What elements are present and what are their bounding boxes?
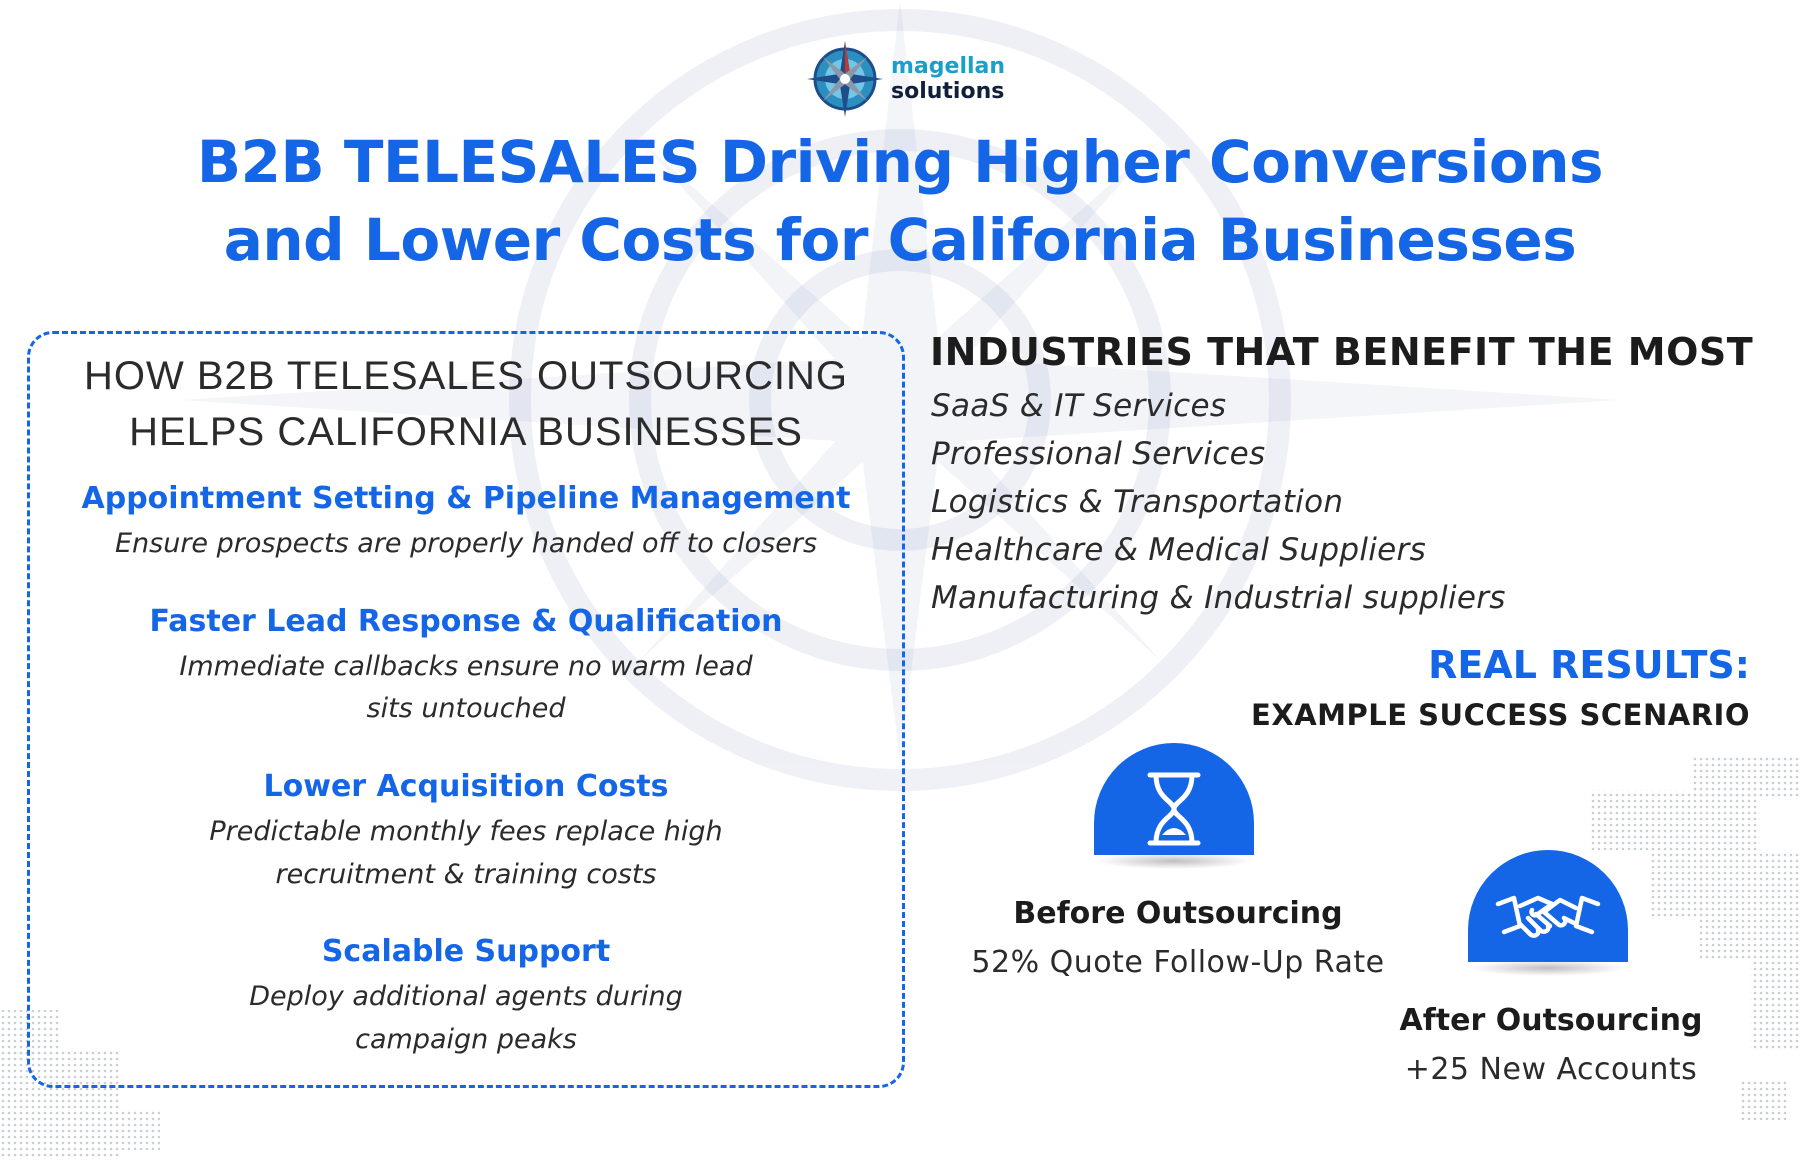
hourglass-icon [1147, 772, 1201, 846]
benefit-description: Immediate callbacks ensure no warm lead [179, 651, 753, 682]
industry-item: Manufacturing & Industrial suppliers [931, 580, 1506, 616]
magellan-solutions-logo: magellan solutions [805, 38, 1005, 120]
benefit-description: campaign peaks [355, 1024, 577, 1055]
benefits-title-line-2: HELPS CALIFORNIA BUSINESSES [129, 410, 803, 454]
after-label: After Outsourcing [1399, 1003, 1703, 1038]
results-subtitle: EXAMPLE SUCCESS SCENARIO [1251, 698, 1750, 732]
compass-rose-icon [807, 41, 883, 117]
industry-item: Logistics & Transportation [931, 484, 1344, 520]
industry-item: SaaS & IT Services [931, 388, 1227, 424]
benefit-heading: Appointment Setting & Pipeline Managemen… [81, 481, 851, 516]
industries-title: INDUSTRIES THAT BENEFIT THE MOST [930, 330, 1754, 374]
after-badge [1468, 850, 1628, 980]
benefits-panel: HOW B2B TELESALES OUTSOURCING HELPS CALI… [27, 331, 905, 1088]
results-title: REAL RESULTS: [1428, 643, 1750, 687]
benefit-description: Deploy additional agents during [249, 981, 683, 1012]
benefit-description: sits untouched [366, 693, 566, 724]
logo-line-1: magellan [891, 53, 1006, 79]
industry-item: Healthcare & Medical Suppliers [931, 532, 1427, 568]
industry-item: Professional Services [931, 436, 1266, 472]
before-value: 52% Quote Follow-Up Rate [971, 945, 1385, 980]
benefit-heading: Faster Lead Response & Qualification [149, 604, 783, 639]
industries-list: SaaS & IT Services Professional Services… [931, 387, 1506, 627]
logo-line-2: solutions [891, 78, 1005, 104]
main-title-line-1: B2B TELESALES Driving Higher Conversions [196, 128, 1604, 196]
before-label: Before Outsourcing [1013, 896, 1343, 931]
benefit-description: Predictable monthly fees replace high [209, 816, 723, 847]
before-badge [1094, 743, 1254, 873]
benefit-description: Ensure prospects are properly handed off… [114, 528, 818, 559]
benefits-title-line-1: HOW B2B TELESALES OUTSOURCING [84, 354, 848, 398]
benefit-description: recruitment & training costs [275, 859, 657, 890]
main-title-line-2: and Lower Costs for California Businesse… [223, 206, 1577, 274]
benefit-heading: Scalable Support [321, 934, 611, 969]
handshake-icon [1495, 895, 1601, 938]
after-value: +25 New Accounts [1404, 1052, 1698, 1087]
benefit-heading: Lower Acquisition Costs [263, 769, 669, 804]
